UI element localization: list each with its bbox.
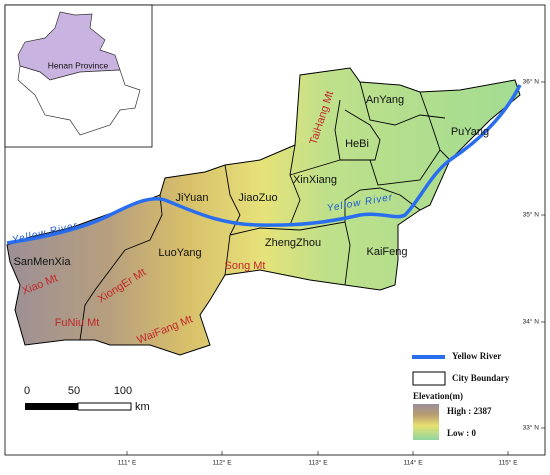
region bbox=[6, 67, 521, 356]
scale-label: 0 bbox=[24, 385, 30, 397]
city-label: HeBi bbox=[345, 138, 369, 150]
y-tick-label: 35° N bbox=[523, 211, 540, 219]
legend-label: Yellow River bbox=[452, 351, 501, 361]
scale-segment bbox=[77, 402, 132, 411]
legend-label: City Boundary bbox=[452, 373, 510, 383]
x-tick-label: 113° E bbox=[308, 459, 328, 467]
frame bbox=[4, 4, 546, 456]
axes: 111° E 112° E 113° E 114° E 115° E 36° N 35° N… bbox=[118, 78, 545, 467]
legend-title: Elevation(m) bbox=[413, 391, 463, 401]
x-tick-label: 111° E bbox=[118, 459, 137, 467]
scale-label: 50 bbox=[68, 385, 80, 397]
scale-segment bbox=[25, 403, 78, 410]
legend-boundary-swatch bbox=[412, 371, 446, 386]
y-tick-label: 36° N bbox=[523, 78, 540, 86]
city-label: ZhengZhou bbox=[265, 237, 321, 249]
legend-label: Low : 0 bbox=[447, 428, 476, 438]
city-label: SanMenXia bbox=[14, 256, 72, 268]
scale-label: 100 bbox=[114, 385, 132, 397]
y-tick-label: 33° N bbox=[523, 424, 540, 432]
mountain-label: FuNiu Mt bbox=[55, 317, 100, 329]
city-label: LuoYang bbox=[158, 247, 201, 259]
mountain-label: Song Mt bbox=[225, 260, 266, 272]
city-boundaries bbox=[79, 81, 451, 341]
x-tick-label: 112° E bbox=[212, 459, 232, 467]
scale-bar: 0 50 100 km bbox=[24, 385, 150, 413]
city-label: KaiFeng bbox=[367, 246, 408, 258]
scale-unit: km bbox=[135, 401, 150, 413]
inset-label: Henan Province bbox=[48, 60, 109, 70]
legend: Yellow River City Boundary Elevation(m) … bbox=[412, 351, 510, 440]
inset: Henan Province bbox=[4, 4, 153, 148]
inset-outline bbox=[17, 65, 141, 136]
city-label: JiYuan bbox=[175, 192, 208, 204]
city-label: XinXiang bbox=[293, 174, 337, 186]
x-tick-label: 115° E bbox=[498, 459, 518, 467]
city-label: PuYang bbox=[451, 126, 489, 138]
x-tick-label: 114° E bbox=[403, 459, 423, 467]
legend-label: High : 2387 bbox=[447, 406, 492, 416]
city-label: AnYang bbox=[366, 94, 404, 106]
river-line bbox=[6, 84, 522, 245]
city-label: JiaoZuo bbox=[238, 192, 277, 204]
legend-gradient bbox=[413, 404, 439, 440]
y-tick-label: 34° N bbox=[523, 318, 540, 326]
